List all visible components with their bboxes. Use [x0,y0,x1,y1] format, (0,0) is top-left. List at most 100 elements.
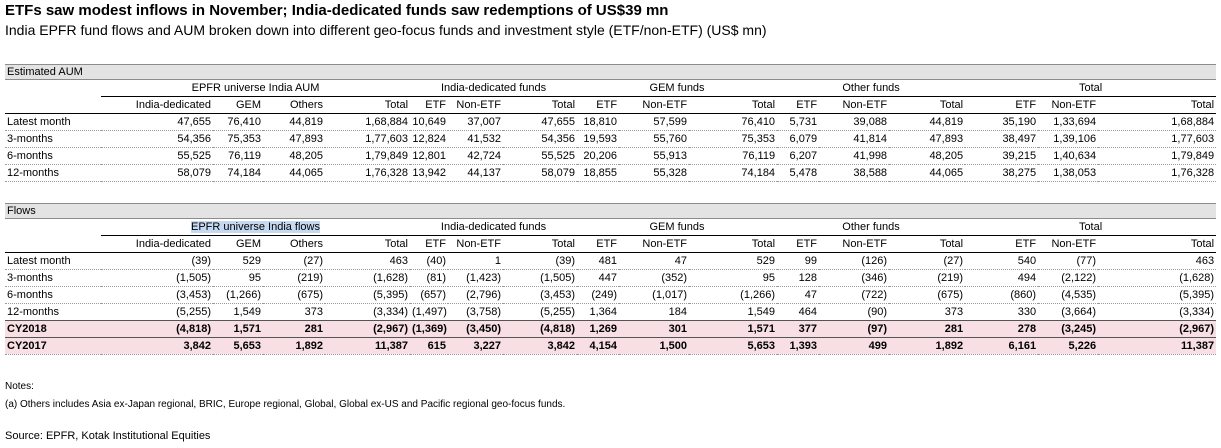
column-header: ETF [410,96,449,114]
table-cell: 38,588 [819,164,890,182]
column-header: Non-ETF [819,235,890,253]
table-cell: 128 [777,269,820,287]
table-cell: 48,205 [889,147,966,165]
table-cell: 494 [965,269,1039,287]
table-cell: (3,453) [101,286,213,304]
table-cell: 1 [448,252,503,270]
table-cell: 3,227 [448,337,503,355]
aum-column-header-row: India-dedicated GEM Others Total ETF Non… [5,96,1217,114]
table-cell: (5,395) [325,286,410,304]
row-label: CY2018 [5,320,101,338]
column-header: Non-ETF [1038,96,1099,114]
row-label: CY2017 [5,337,101,355]
table-cell: 41,532 [448,130,504,148]
table-cell: 41,814 [819,130,890,148]
table-cell: 74,184 [689,164,778,182]
table-cell: 301 [619,320,690,338]
table-cell: (40) [410,252,448,270]
flows-column-header-row: India-dedicated GEM Others Total ETF Non… [5,235,1217,253]
table-cell: 1,40,634 [1038,147,1099,165]
table-cell: 1,269 [577,320,620,338]
flows-group-epfr-label: EPFR universe India flows [191,221,320,233]
column-header: Total [325,235,410,253]
table-cell: 47,655 [101,113,213,131]
column-header: Total [503,96,578,114]
table-cell: 5,226 [1038,337,1099,355]
table-cell: 281 [263,320,325,338]
table-cell: 58,079 [503,164,578,182]
table-cell: 1,39,106 [1038,130,1099,148]
table-cell: 1,549 [689,303,778,321]
table-cell: 529 [213,252,263,270]
table-cell: (249) [577,286,620,304]
table-cell: (1,628) [325,269,410,287]
table-cell: 99 [777,252,820,270]
aum-table-body: Latest month 47,655 76,410 44,819 1,68,884 10… [5,113,1217,182]
table-cell: 5,478 [777,164,820,182]
column-header: Total [1098,96,1217,114]
table-cell: 44,065 [889,164,966,182]
table-cell: 5,653 [213,337,263,355]
row-label: 12-months [5,303,101,321]
table-cell: 1,571 [689,320,778,338]
aum-group-gem: GEM funds [577,80,778,97]
flows-section: Flows EPFR universe India flows India-de… [5,203,1217,355]
column-header: Others [263,96,325,114]
column-header: ETF [577,235,620,253]
table-cell: 6,079 [777,130,820,148]
table-cell: (3,450) [448,320,503,338]
column-header: Others [263,235,325,253]
table-cell: 55,328 [619,164,690,182]
table-cell: 5,731 [777,113,820,131]
table-cell: 76,410 [213,113,263,131]
notes-heading: Notes: [5,381,34,392]
table-cell: 1,79,849 [325,147,411,165]
table-cell: (27) [889,252,966,270]
table-cell: 278 [965,320,1039,338]
table-cell: 281 [889,320,966,338]
table-cell: 37,007 [448,113,504,131]
aum-section-header: Estimated AUM [5,64,1216,80]
aum-group-other: Other funds [777,80,966,97]
note-line: (a) Others includes Asia ex-Japan region… [5,399,566,410]
column-header: Non-ETF [819,96,890,114]
table-cell: 42,724 [448,147,504,165]
table-row: 12-months 58,079 74,184 44,065 1,76,328 13,94… [5,164,1217,182]
table-cell: 55,760 [619,130,690,148]
column-header: Non-ETF [448,96,504,114]
flows-section-header: Flows [5,203,1216,219]
table-cell: (5,255) [503,303,578,321]
table-cell: (3,245) [1038,320,1099,338]
table-row: 12-months (5,255) 1,549 373 (3,334) (1,497) (3… [5,303,1217,321]
table-row: 6-months 55,525 76,119 48,205 1,79,849 12,801… [5,147,1217,165]
table-cell: (860) [965,286,1039,304]
table-cell: 1,571 [213,320,263,338]
table-row: Latest month 47,655 76,410 44,819 1,68,884 10… [5,113,1217,131]
column-header: India-dedicated [101,96,213,114]
table-cell: 13,942 [410,164,449,182]
table-cell: 1,500 [619,337,690,355]
table-cell: (219) [263,269,325,287]
table-cell: 75,353 [213,130,263,148]
table-cell: 18,855 [577,164,620,182]
table-cell: 1,38,053 [1038,164,1099,182]
flows-group-total: Total [965,219,1217,236]
table-cell: 330 [965,303,1039,321]
table-cell: (4,535) [1038,286,1099,304]
table-cell: 373 [889,303,966,321]
table-cell: 95 [213,269,263,287]
table-cell: 1,68,884 [325,113,411,131]
table-cell: 19,593 [577,130,620,148]
flows-group-header-row: EPFR universe India flows India-dedicate… [5,219,1217,236]
table-cell: (39) [503,252,578,270]
table-cell: 55,525 [101,147,213,165]
table-cell: 463 [325,252,410,270]
table-cell: (657) [410,286,448,304]
table-cell: 481 [577,252,620,270]
aum-table: EPFR universe India AUM India-dedicated … [5,80,1217,182]
table-cell: (675) [889,286,966,304]
table-cell: 76,410 [689,113,778,131]
table-cell: (675) [263,286,325,304]
table-cell: (3,334) [1098,303,1217,321]
table-cell: 47,893 [263,130,325,148]
